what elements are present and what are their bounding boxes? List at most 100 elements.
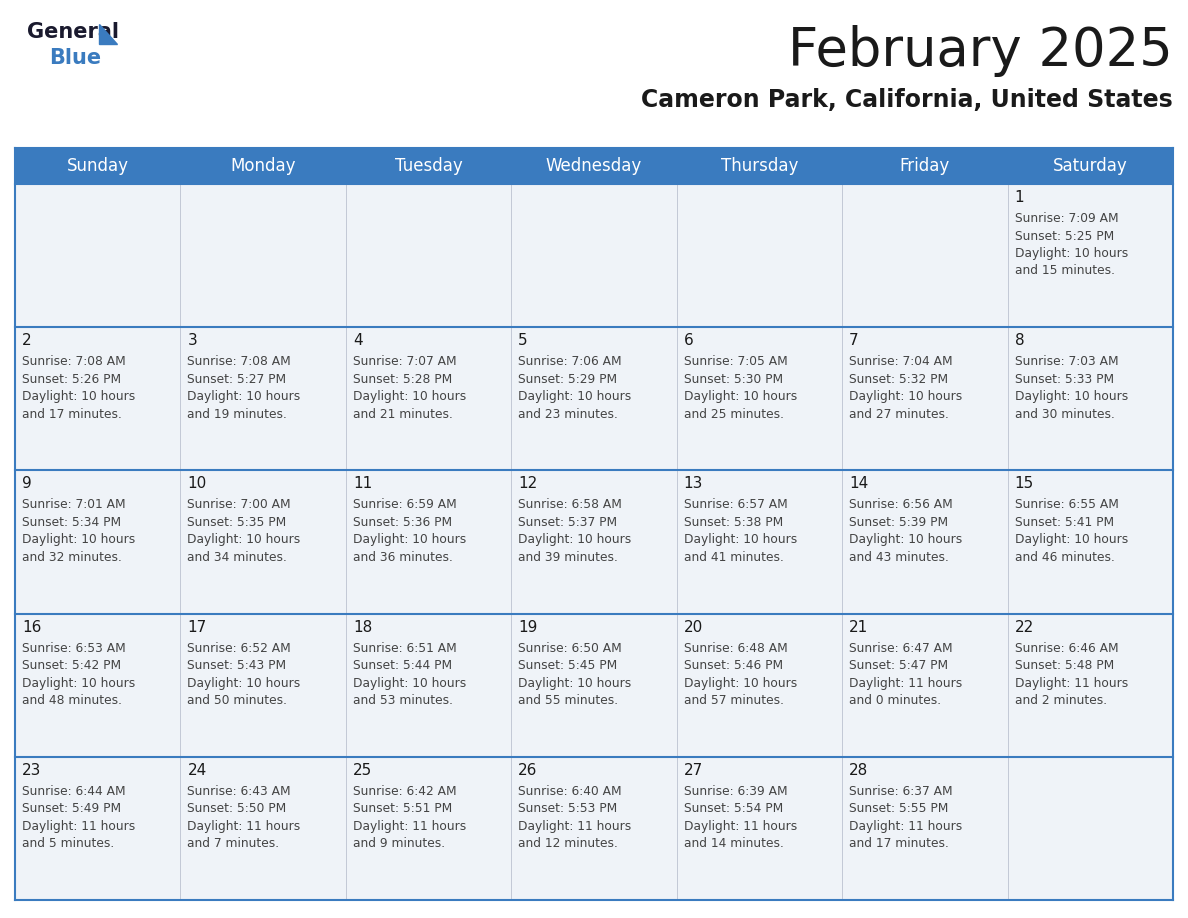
Text: Sunrise: 6:37 AM: Sunrise: 6:37 AM bbox=[849, 785, 953, 798]
Text: and 21 minutes.: and 21 minutes. bbox=[353, 408, 453, 420]
Text: Sunrise: 6:47 AM: Sunrise: 6:47 AM bbox=[849, 642, 953, 655]
Text: Daylight: 11 hours: Daylight: 11 hours bbox=[1015, 677, 1127, 689]
Bar bbox=[15, 470, 1173, 613]
Text: Sunset: 5:29 PM: Sunset: 5:29 PM bbox=[518, 373, 618, 386]
Text: Sunrise: 6:50 AM: Sunrise: 6:50 AM bbox=[518, 642, 623, 655]
Text: Sunrise: 6:48 AM: Sunrise: 6:48 AM bbox=[684, 642, 788, 655]
Text: Sunrise: 6:53 AM: Sunrise: 6:53 AM bbox=[23, 642, 126, 655]
Text: Daylight: 10 hours: Daylight: 10 hours bbox=[353, 677, 466, 689]
Text: Friday: Friday bbox=[899, 157, 950, 175]
Text: Sunset: 5:38 PM: Sunset: 5:38 PM bbox=[684, 516, 783, 529]
Text: 27: 27 bbox=[684, 763, 703, 778]
Text: Sunset: 5:26 PM: Sunset: 5:26 PM bbox=[23, 373, 121, 386]
Text: Cameron Park, California, United States: Cameron Park, California, United States bbox=[642, 88, 1173, 112]
Text: Sunset: 5:41 PM: Sunset: 5:41 PM bbox=[1015, 516, 1113, 529]
Text: Daylight: 10 hours: Daylight: 10 hours bbox=[684, 677, 797, 689]
Text: 17: 17 bbox=[188, 620, 207, 634]
Text: and 48 minutes.: and 48 minutes. bbox=[23, 694, 122, 707]
Text: Sunrise: 7:03 AM: Sunrise: 7:03 AM bbox=[1015, 355, 1118, 368]
Text: Daylight: 11 hours: Daylight: 11 hours bbox=[518, 820, 632, 833]
Text: Sunrise: 6:43 AM: Sunrise: 6:43 AM bbox=[188, 785, 291, 798]
Text: Sunset: 5:53 PM: Sunset: 5:53 PM bbox=[518, 802, 618, 815]
Text: 12: 12 bbox=[518, 476, 537, 491]
Text: Sunrise: 6:44 AM: Sunrise: 6:44 AM bbox=[23, 785, 126, 798]
Text: Sunrise: 6:46 AM: Sunrise: 6:46 AM bbox=[1015, 642, 1118, 655]
Text: Daylight: 11 hours: Daylight: 11 hours bbox=[684, 820, 797, 833]
Text: and 46 minutes.: and 46 minutes. bbox=[1015, 551, 1114, 564]
Text: Sunset: 5:30 PM: Sunset: 5:30 PM bbox=[684, 373, 783, 386]
Text: Daylight: 10 hours: Daylight: 10 hours bbox=[188, 533, 301, 546]
Text: 21: 21 bbox=[849, 620, 868, 634]
Text: Sunset: 5:36 PM: Sunset: 5:36 PM bbox=[353, 516, 451, 529]
Text: Sunday: Sunday bbox=[67, 157, 128, 175]
Text: and 30 minutes.: and 30 minutes. bbox=[1015, 408, 1114, 420]
Text: Sunset: 5:43 PM: Sunset: 5:43 PM bbox=[188, 659, 286, 672]
Text: and 57 minutes.: and 57 minutes. bbox=[684, 694, 784, 707]
Text: Daylight: 10 hours: Daylight: 10 hours bbox=[684, 390, 797, 403]
Text: Sunrise: 6:51 AM: Sunrise: 6:51 AM bbox=[353, 642, 456, 655]
Text: 1: 1 bbox=[1015, 190, 1024, 205]
Text: 18: 18 bbox=[353, 620, 372, 634]
Text: Daylight: 10 hours: Daylight: 10 hours bbox=[518, 533, 632, 546]
Text: and 17 minutes.: and 17 minutes. bbox=[849, 837, 949, 850]
Text: Sunset: 5:47 PM: Sunset: 5:47 PM bbox=[849, 659, 948, 672]
Text: and 14 minutes.: and 14 minutes. bbox=[684, 837, 784, 850]
Text: Sunrise: 7:04 AM: Sunrise: 7:04 AM bbox=[849, 355, 953, 368]
Text: 14: 14 bbox=[849, 476, 868, 491]
Text: Sunrise: 6:59 AM: Sunrise: 6:59 AM bbox=[353, 498, 456, 511]
Text: and 15 minutes.: and 15 minutes. bbox=[1015, 264, 1114, 277]
Text: and 0 minutes.: and 0 minutes. bbox=[849, 694, 941, 707]
Text: Sunset: 5:32 PM: Sunset: 5:32 PM bbox=[849, 373, 948, 386]
Text: Daylight: 10 hours: Daylight: 10 hours bbox=[684, 533, 797, 546]
Text: February 2025: February 2025 bbox=[789, 25, 1173, 77]
Text: and 32 minutes.: and 32 minutes. bbox=[23, 551, 122, 564]
Text: Monday: Monday bbox=[230, 157, 296, 175]
Text: 8: 8 bbox=[1015, 333, 1024, 348]
Text: Daylight: 10 hours: Daylight: 10 hours bbox=[23, 533, 135, 546]
Text: General: General bbox=[27, 22, 119, 42]
Text: and 41 minutes.: and 41 minutes. bbox=[684, 551, 784, 564]
Text: Sunrise: 6:42 AM: Sunrise: 6:42 AM bbox=[353, 785, 456, 798]
Text: Sunset: 5:28 PM: Sunset: 5:28 PM bbox=[353, 373, 453, 386]
Text: Sunset: 5:25 PM: Sunset: 5:25 PM bbox=[1015, 230, 1114, 242]
Text: Daylight: 11 hours: Daylight: 11 hours bbox=[353, 820, 466, 833]
Text: Sunrise: 7:00 AM: Sunrise: 7:00 AM bbox=[188, 498, 291, 511]
Text: Daylight: 10 hours: Daylight: 10 hours bbox=[849, 533, 962, 546]
Text: 26: 26 bbox=[518, 763, 538, 778]
Text: Sunset: 5:51 PM: Sunset: 5:51 PM bbox=[353, 802, 453, 815]
Text: Daylight: 10 hours: Daylight: 10 hours bbox=[518, 390, 632, 403]
Text: and 34 minutes.: and 34 minutes. bbox=[188, 551, 287, 564]
Text: Sunrise: 7:07 AM: Sunrise: 7:07 AM bbox=[353, 355, 456, 368]
Text: and 39 minutes.: and 39 minutes. bbox=[518, 551, 618, 564]
Text: Sunrise: 7:08 AM: Sunrise: 7:08 AM bbox=[188, 355, 291, 368]
Text: and 5 minutes.: and 5 minutes. bbox=[23, 837, 114, 850]
Text: Daylight: 10 hours: Daylight: 10 hours bbox=[1015, 247, 1127, 260]
Text: Daylight: 10 hours: Daylight: 10 hours bbox=[188, 390, 301, 403]
Bar bbox=[15, 327, 1173, 470]
Text: Sunset: 5:35 PM: Sunset: 5:35 PM bbox=[188, 516, 286, 529]
Text: Thursday: Thursday bbox=[721, 157, 798, 175]
Bar bbox=[15, 184, 1173, 327]
Text: Sunrise: 6:57 AM: Sunrise: 6:57 AM bbox=[684, 498, 788, 511]
Text: Daylight: 10 hours: Daylight: 10 hours bbox=[1015, 533, 1127, 546]
Text: Sunset: 5:39 PM: Sunset: 5:39 PM bbox=[849, 516, 948, 529]
Text: and 43 minutes.: and 43 minutes. bbox=[849, 551, 949, 564]
Text: Sunset: 5:44 PM: Sunset: 5:44 PM bbox=[353, 659, 451, 672]
Text: and 12 minutes.: and 12 minutes. bbox=[518, 837, 618, 850]
Text: 25: 25 bbox=[353, 763, 372, 778]
Text: Daylight: 10 hours: Daylight: 10 hours bbox=[23, 677, 135, 689]
Text: and 19 minutes.: and 19 minutes. bbox=[188, 408, 287, 420]
Text: and 25 minutes.: and 25 minutes. bbox=[684, 408, 784, 420]
Text: Daylight: 10 hours: Daylight: 10 hours bbox=[849, 390, 962, 403]
Text: Daylight: 10 hours: Daylight: 10 hours bbox=[518, 677, 632, 689]
Text: Tuesday: Tuesday bbox=[394, 157, 462, 175]
Text: Saturday: Saturday bbox=[1053, 157, 1127, 175]
Text: Sunset: 5:45 PM: Sunset: 5:45 PM bbox=[518, 659, 618, 672]
Text: Sunset: 5:54 PM: Sunset: 5:54 PM bbox=[684, 802, 783, 815]
Text: 23: 23 bbox=[23, 763, 42, 778]
Text: Daylight: 10 hours: Daylight: 10 hours bbox=[353, 533, 466, 546]
Text: 13: 13 bbox=[684, 476, 703, 491]
Bar bbox=[15, 148, 1173, 184]
Text: 3: 3 bbox=[188, 333, 197, 348]
Text: Sunset: 5:33 PM: Sunset: 5:33 PM bbox=[1015, 373, 1113, 386]
